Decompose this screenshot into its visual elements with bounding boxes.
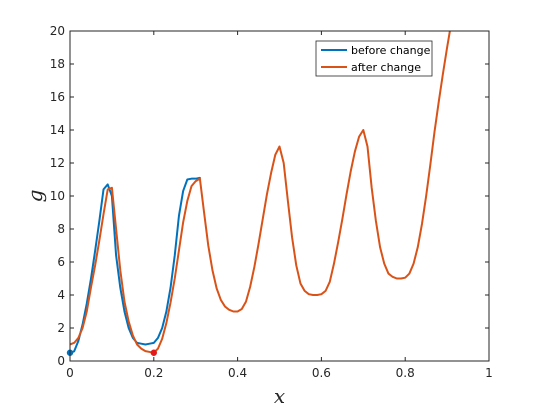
x-tick-label: 0.2 bbox=[144, 366, 163, 380]
x-tick-label: 0.6 bbox=[312, 366, 331, 380]
x-tick-label: 0.8 bbox=[396, 366, 415, 380]
x-tick-label: 0 bbox=[66, 366, 74, 380]
y-tick-label: 2 bbox=[57, 321, 65, 335]
y-tick-label: 4 bbox=[57, 288, 65, 302]
series-line-after-change bbox=[70, 31, 451, 354]
legend-label-before-change: before change bbox=[351, 44, 431, 57]
y-tick-label: 8 bbox=[57, 222, 65, 236]
x-tick-label: 1 bbox=[485, 366, 493, 380]
x-tick-label: 0.4 bbox=[228, 366, 247, 380]
axes-box bbox=[69, 30, 490, 362]
legend: before change after change bbox=[315, 40, 433, 77]
y-tick-label: 12 bbox=[50, 156, 65, 170]
legend-label-after-change: after change bbox=[351, 61, 421, 74]
series-layer bbox=[70, 31, 451, 354]
x-axis-title: x bbox=[274, 384, 285, 408]
plot-area bbox=[70, 31, 489, 361]
y-tick-label: 16 bbox=[50, 90, 65, 104]
y-tick-label: 20 bbox=[50, 24, 65, 38]
y-tick-label: 10 bbox=[50, 189, 65, 203]
marker-point bbox=[150, 349, 157, 356]
y-tick-label: 18 bbox=[50, 57, 65, 71]
y-tick-label: 0 bbox=[57, 354, 65, 368]
y-tick-label: 6 bbox=[57, 255, 65, 269]
legend-box bbox=[315, 40, 433, 77]
y-tick-label: 14 bbox=[50, 123, 65, 137]
y-axis-title: g bbox=[23, 190, 47, 203]
